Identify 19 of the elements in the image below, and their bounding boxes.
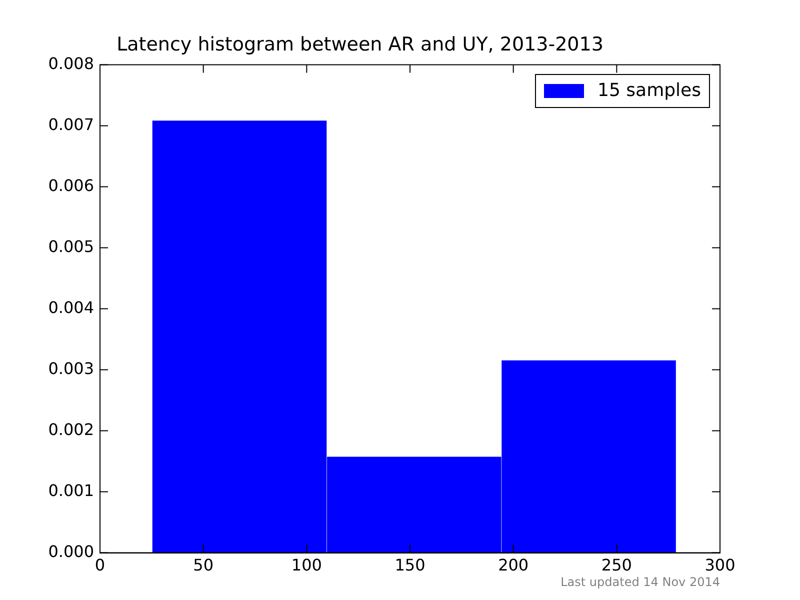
x-tick-label: 300 (704, 556, 736, 575)
y-tick-label: 0.006 (48, 176, 94, 195)
x-tick-label: 250 (601, 556, 632, 575)
chart-title: Latency histogram between AR and UY, 2013-2013 (116, 33, 604, 56)
y-tick-label: 0.005 (48, 236, 94, 256)
y-tick-label: 0.007 (48, 114, 94, 134)
text: Last updated 14 Nov 2014 (560, 574, 720, 589)
y-tick-label: 0.008 (48, 54, 94, 73)
y-tick-label: 0.003 (48, 358, 94, 378)
legend-label: 15 samples (598, 79, 701, 103)
y-tick-label: 0.001 (48, 480, 94, 500)
x-tick-label: 100 (291, 556, 322, 575)
x-tick-label: 200 (498, 556, 529, 575)
x-tick-label: 0 (94, 556, 106, 575)
y-tick-label: 0.002 (48, 420, 94, 439)
x-tick-label: 50 (193, 556, 214, 575)
y-tick-label: 0.004 (48, 298, 94, 317)
y-tick-label: 0.000 (48, 542, 94, 561)
x-tick-label: 150 (394, 556, 426, 575)
